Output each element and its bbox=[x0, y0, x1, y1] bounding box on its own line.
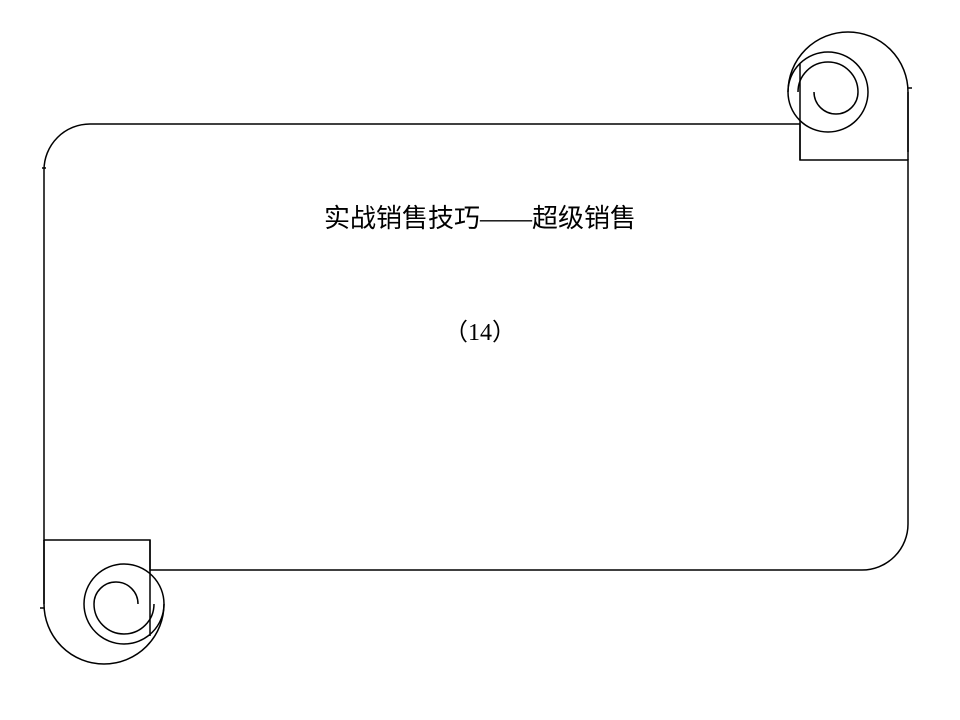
slide-stage: 实战销售技巧——超级销售 （14） bbox=[0, 0, 960, 720]
scroll-frame bbox=[0, 0, 960, 720]
slide-title: 实战销售技巧——超级销售 bbox=[0, 198, 960, 235]
slide-number: （14） bbox=[0, 312, 960, 347]
